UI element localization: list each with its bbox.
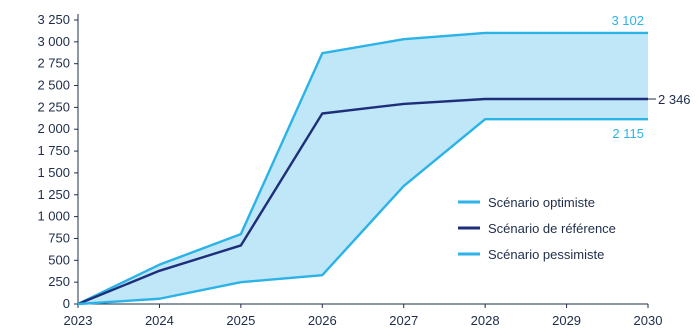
series-line-reference [77,97,648,306]
series-line-pessimiste [77,117,648,306]
y-tick-label: 3 250 [37,12,70,27]
y-tick-label: 1 000 [37,209,70,224]
x-tick-label: 2029 [552,313,581,328]
y-tick-label: 0 [63,296,70,311]
x-tick-label: 2027 [389,313,418,328]
x-tick-label: 2025 [226,313,255,328]
y-tick-label: 1 500 [37,165,70,180]
y-tick-label: 3 000 [37,34,70,49]
end-label-pessimiste: 2 115 [612,126,644,141]
y-tick-label: 1 750 [37,143,70,158]
x-tick-label: 2024 [145,313,174,328]
scenario-band-layer [78,32,648,304]
x-tick-label: 2030 [634,313,663,328]
x-tick-label: 2023 [64,313,93,328]
y-tick-label: 500 [48,252,70,267]
legend-item-optimiste: Scénario optimiste [458,195,595,210]
legend-label: Scénario de référence [488,221,616,236]
end-label-optimiste: 3 102 [611,13,644,28]
series-line-optimiste [77,31,648,306]
y-tick-label: 750 [48,230,70,245]
end-label-reference: 2 346 [658,92,691,107]
legend-item-pessimiste: Scénario pessimiste [458,247,604,262]
scenario-band [78,32,648,304]
x-tick-label: 2028 [471,313,500,328]
legend-label: Scénario optimiste [488,195,595,210]
legend-label: Scénario pessimiste [488,247,604,262]
legend-item-reference: Scénario de référence [458,221,616,236]
y-tick-label: 2 000 [37,121,70,136]
end-labels: 3 102 2 346 2 115 [611,13,690,141]
x-tick-label: 2026 [308,313,337,328]
legend: Scénario optimiste Scénario de référence S… [458,195,616,262]
y-tick-label: 1 250 [37,187,70,202]
y-tick-label: 2 250 [37,99,70,114]
y-tick-label: 250 [48,274,70,289]
series-lines [77,31,648,306]
y-tick-label: 2 750 [37,56,70,71]
y-tick-label: 2 500 [37,78,70,93]
axes: 0 250 500 750 1 000 1 250 1 500 1 750 2 000 2 250… [37,12,662,328]
